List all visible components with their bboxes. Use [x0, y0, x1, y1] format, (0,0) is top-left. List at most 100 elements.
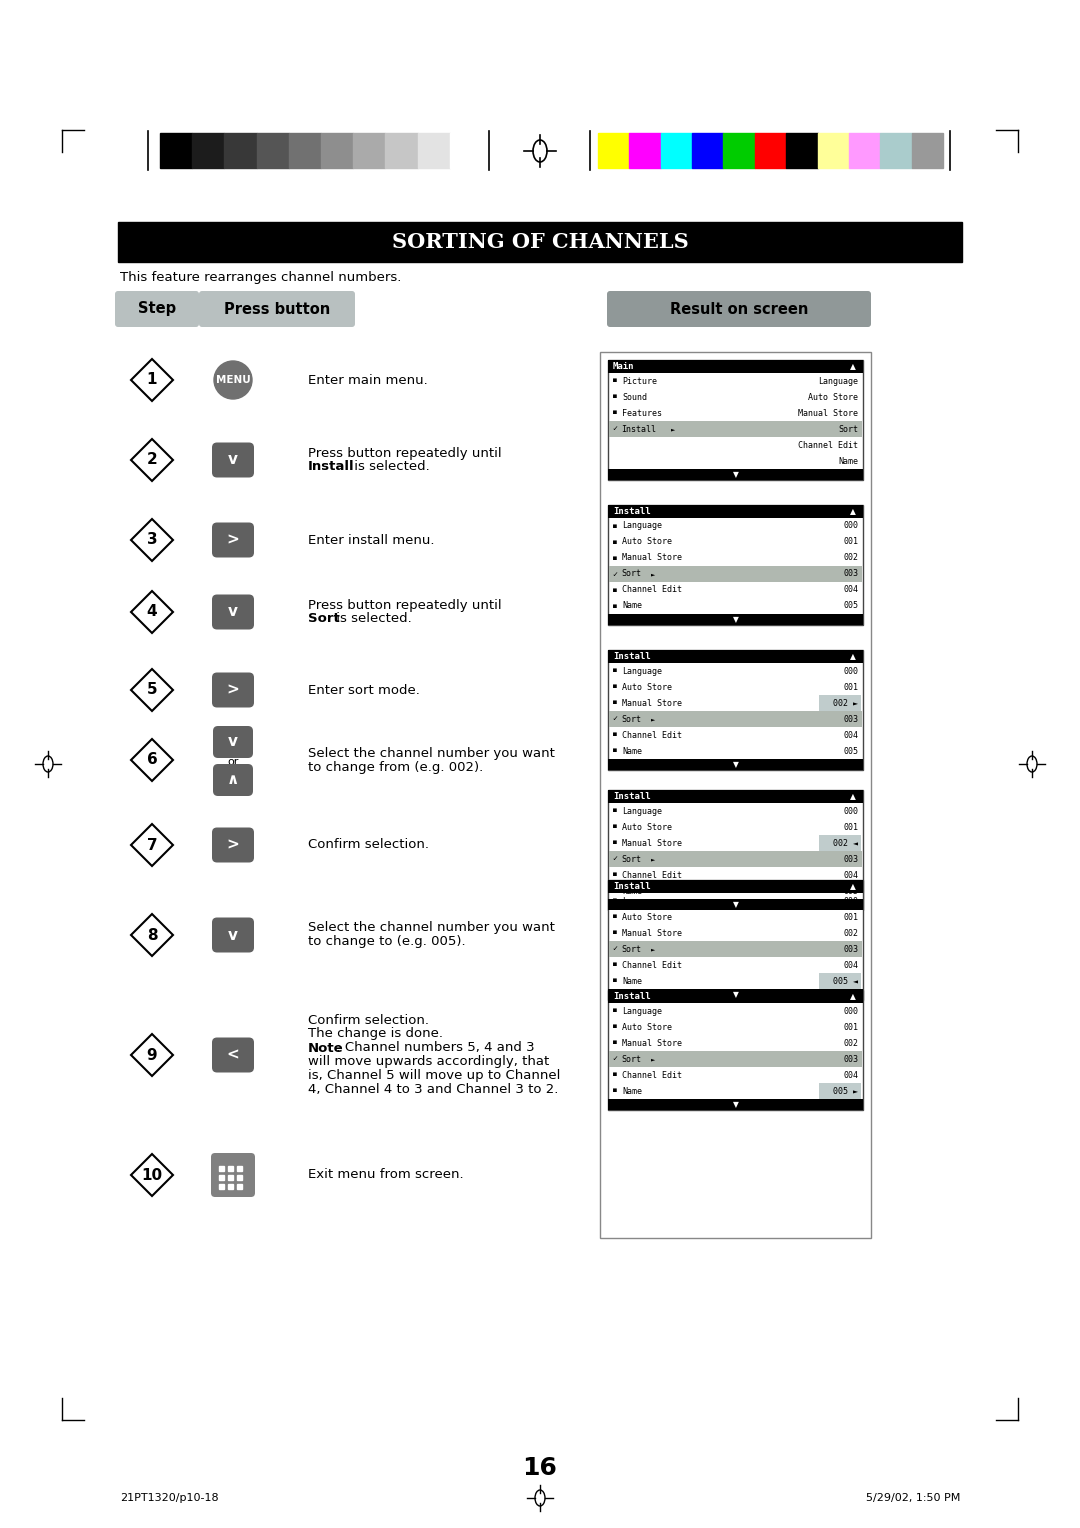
Text: 5/29/02, 1:50 PM: 5/29/02, 1:50 PM	[866, 1493, 960, 1504]
Bar	[218, 1166, 224, 1172]
Text: 004: 004	[843, 585, 858, 594]
Text: ■: ■	[613, 379, 617, 384]
Text: 002 ►: 002 ►	[833, 698, 858, 707]
Text: 002: 002	[843, 553, 858, 562]
Bar	[608, 990, 863, 1002]
Polygon shape	[131, 520, 173, 561]
Text: Language: Language	[622, 666, 662, 675]
Text: Enter main menu.: Enter main menu.	[308, 373, 428, 387]
Text: to change to (e.g. 005).: to change to (e.g. 005).	[308, 935, 465, 949]
FancyBboxPatch shape	[607, 290, 870, 327]
Text: 2: 2	[147, 452, 158, 468]
Text: ■: ■	[613, 587, 617, 593]
Bar	[819, 1083, 861, 1099]
Text: The change is done.: The change is done.	[308, 1027, 443, 1041]
Text: Name: Name	[622, 1086, 642, 1096]
Text: 004: 004	[843, 1071, 858, 1079]
Text: ►: ►	[651, 571, 656, 578]
Text: Enter install menu.: Enter install menu.	[308, 533, 434, 547]
Bar	[288, 133, 321, 168]
Bar	[608, 1099, 863, 1109]
Text: 004: 004	[843, 730, 858, 740]
Text: >: >	[227, 837, 240, 853]
Text: 001: 001	[843, 1022, 858, 1031]
FancyBboxPatch shape	[211, 1154, 255, 1196]
Text: ►: ►	[651, 717, 656, 723]
Text: ■: ■	[613, 1073, 617, 1077]
Text: ▲: ▲	[850, 992, 856, 1001]
Text: Picture: Picture	[622, 376, 657, 385]
Text: ▲: ▲	[850, 507, 856, 516]
Text: 001: 001	[843, 683, 858, 692]
Text: 001: 001	[843, 912, 858, 921]
FancyBboxPatch shape	[212, 1038, 254, 1073]
Text: Result on screen: Result on screen	[670, 301, 808, 316]
Text: ■: ■	[613, 685, 617, 689]
Text: ✓: ✓	[612, 854, 617, 863]
Text: Channel Edit: Channel Edit	[798, 440, 858, 449]
Bar	[608, 504, 863, 625]
Text: 001: 001	[843, 538, 858, 547]
Bar	[880, 133, 912, 168]
Text: 5: 5	[147, 683, 158, 697]
Polygon shape	[131, 1034, 173, 1076]
Text: ■: ■	[613, 604, 617, 608]
Bar	[608, 361, 863, 480]
Bar	[819, 695, 861, 711]
Text: Confirm selection.: Confirm selection.	[308, 839, 429, 851]
Text: ■: ■	[613, 963, 617, 967]
Text: ▼: ▼	[732, 900, 739, 909]
Text: ■: ■	[613, 394, 617, 399]
Text: Note: Note	[308, 1042, 343, 1054]
Text: ✓: ✓	[612, 944, 617, 953]
Text: 005: 005	[843, 747, 858, 755]
Text: Manual Store: Manual Store	[798, 408, 858, 417]
Text: ■: ■	[613, 1041, 617, 1045]
Bar	[661, 133, 692, 168]
Bar	[237, 1184, 242, 1189]
Bar	[418, 133, 449, 168]
Text: ■: ■	[613, 888, 617, 894]
Text: 6: 6	[147, 752, 158, 767]
Text: Select the channel number you want: Select the channel number you want	[308, 921, 555, 935]
Text: ✓: ✓	[612, 570, 617, 579]
Text: Manual Store: Manual Store	[622, 1039, 681, 1048]
Bar	[228, 1175, 232, 1181]
Text: Confirm selection.: Confirm selection.	[308, 1013, 429, 1027]
Text: : Channel numbers 5, 4 and 3: : Channel numbers 5, 4 and 3	[332, 1042, 535, 1054]
Text: 003: 003	[843, 715, 858, 723]
Text: Auto Store: Auto Store	[622, 1022, 672, 1031]
Text: Sort: Sort	[838, 425, 858, 434]
Text: Exit menu from screen.: Exit menu from screen.	[308, 1169, 463, 1181]
Text: 003: 003	[843, 570, 858, 579]
Text: Press button repeatedly until: Press button repeatedly until	[308, 446, 501, 460]
Text: ▲: ▲	[850, 652, 856, 662]
Text: ■: ■	[613, 524, 617, 529]
Text: ▼: ▼	[732, 1100, 739, 1109]
Text: v: v	[228, 927, 238, 943]
Bar	[609, 565, 862, 582]
Text: 3: 3	[147, 532, 158, 547]
FancyBboxPatch shape	[212, 443, 254, 477]
Text: Install: Install	[621, 425, 656, 434]
Text: ■: ■	[613, 411, 617, 416]
Bar	[608, 990, 863, 1109]
Text: Sort: Sort	[308, 613, 340, 625]
Text: Sort: Sort	[621, 854, 642, 863]
Text: Auto Store: Auto Store	[622, 683, 672, 692]
Text: 8: 8	[147, 927, 158, 943]
Bar	[608, 790, 863, 911]
Text: 7: 7	[147, 837, 158, 853]
FancyBboxPatch shape	[212, 594, 254, 630]
Text: ■: ■	[613, 872, 617, 877]
Text: 005 ►: 005 ►	[833, 1086, 858, 1096]
Text: 000: 000	[843, 807, 858, 816]
Text: Install: Install	[613, 792, 650, 801]
Text: MENU: MENU	[216, 374, 251, 385]
Text: Manual Store: Manual Store	[622, 698, 681, 707]
Text: ■: ■	[613, 539, 617, 544]
Bar	[237, 1175, 242, 1181]
Bar	[237, 1166, 242, 1172]
Text: Sort: Sort	[621, 570, 642, 579]
Text: ∧: ∧	[227, 773, 239, 787]
